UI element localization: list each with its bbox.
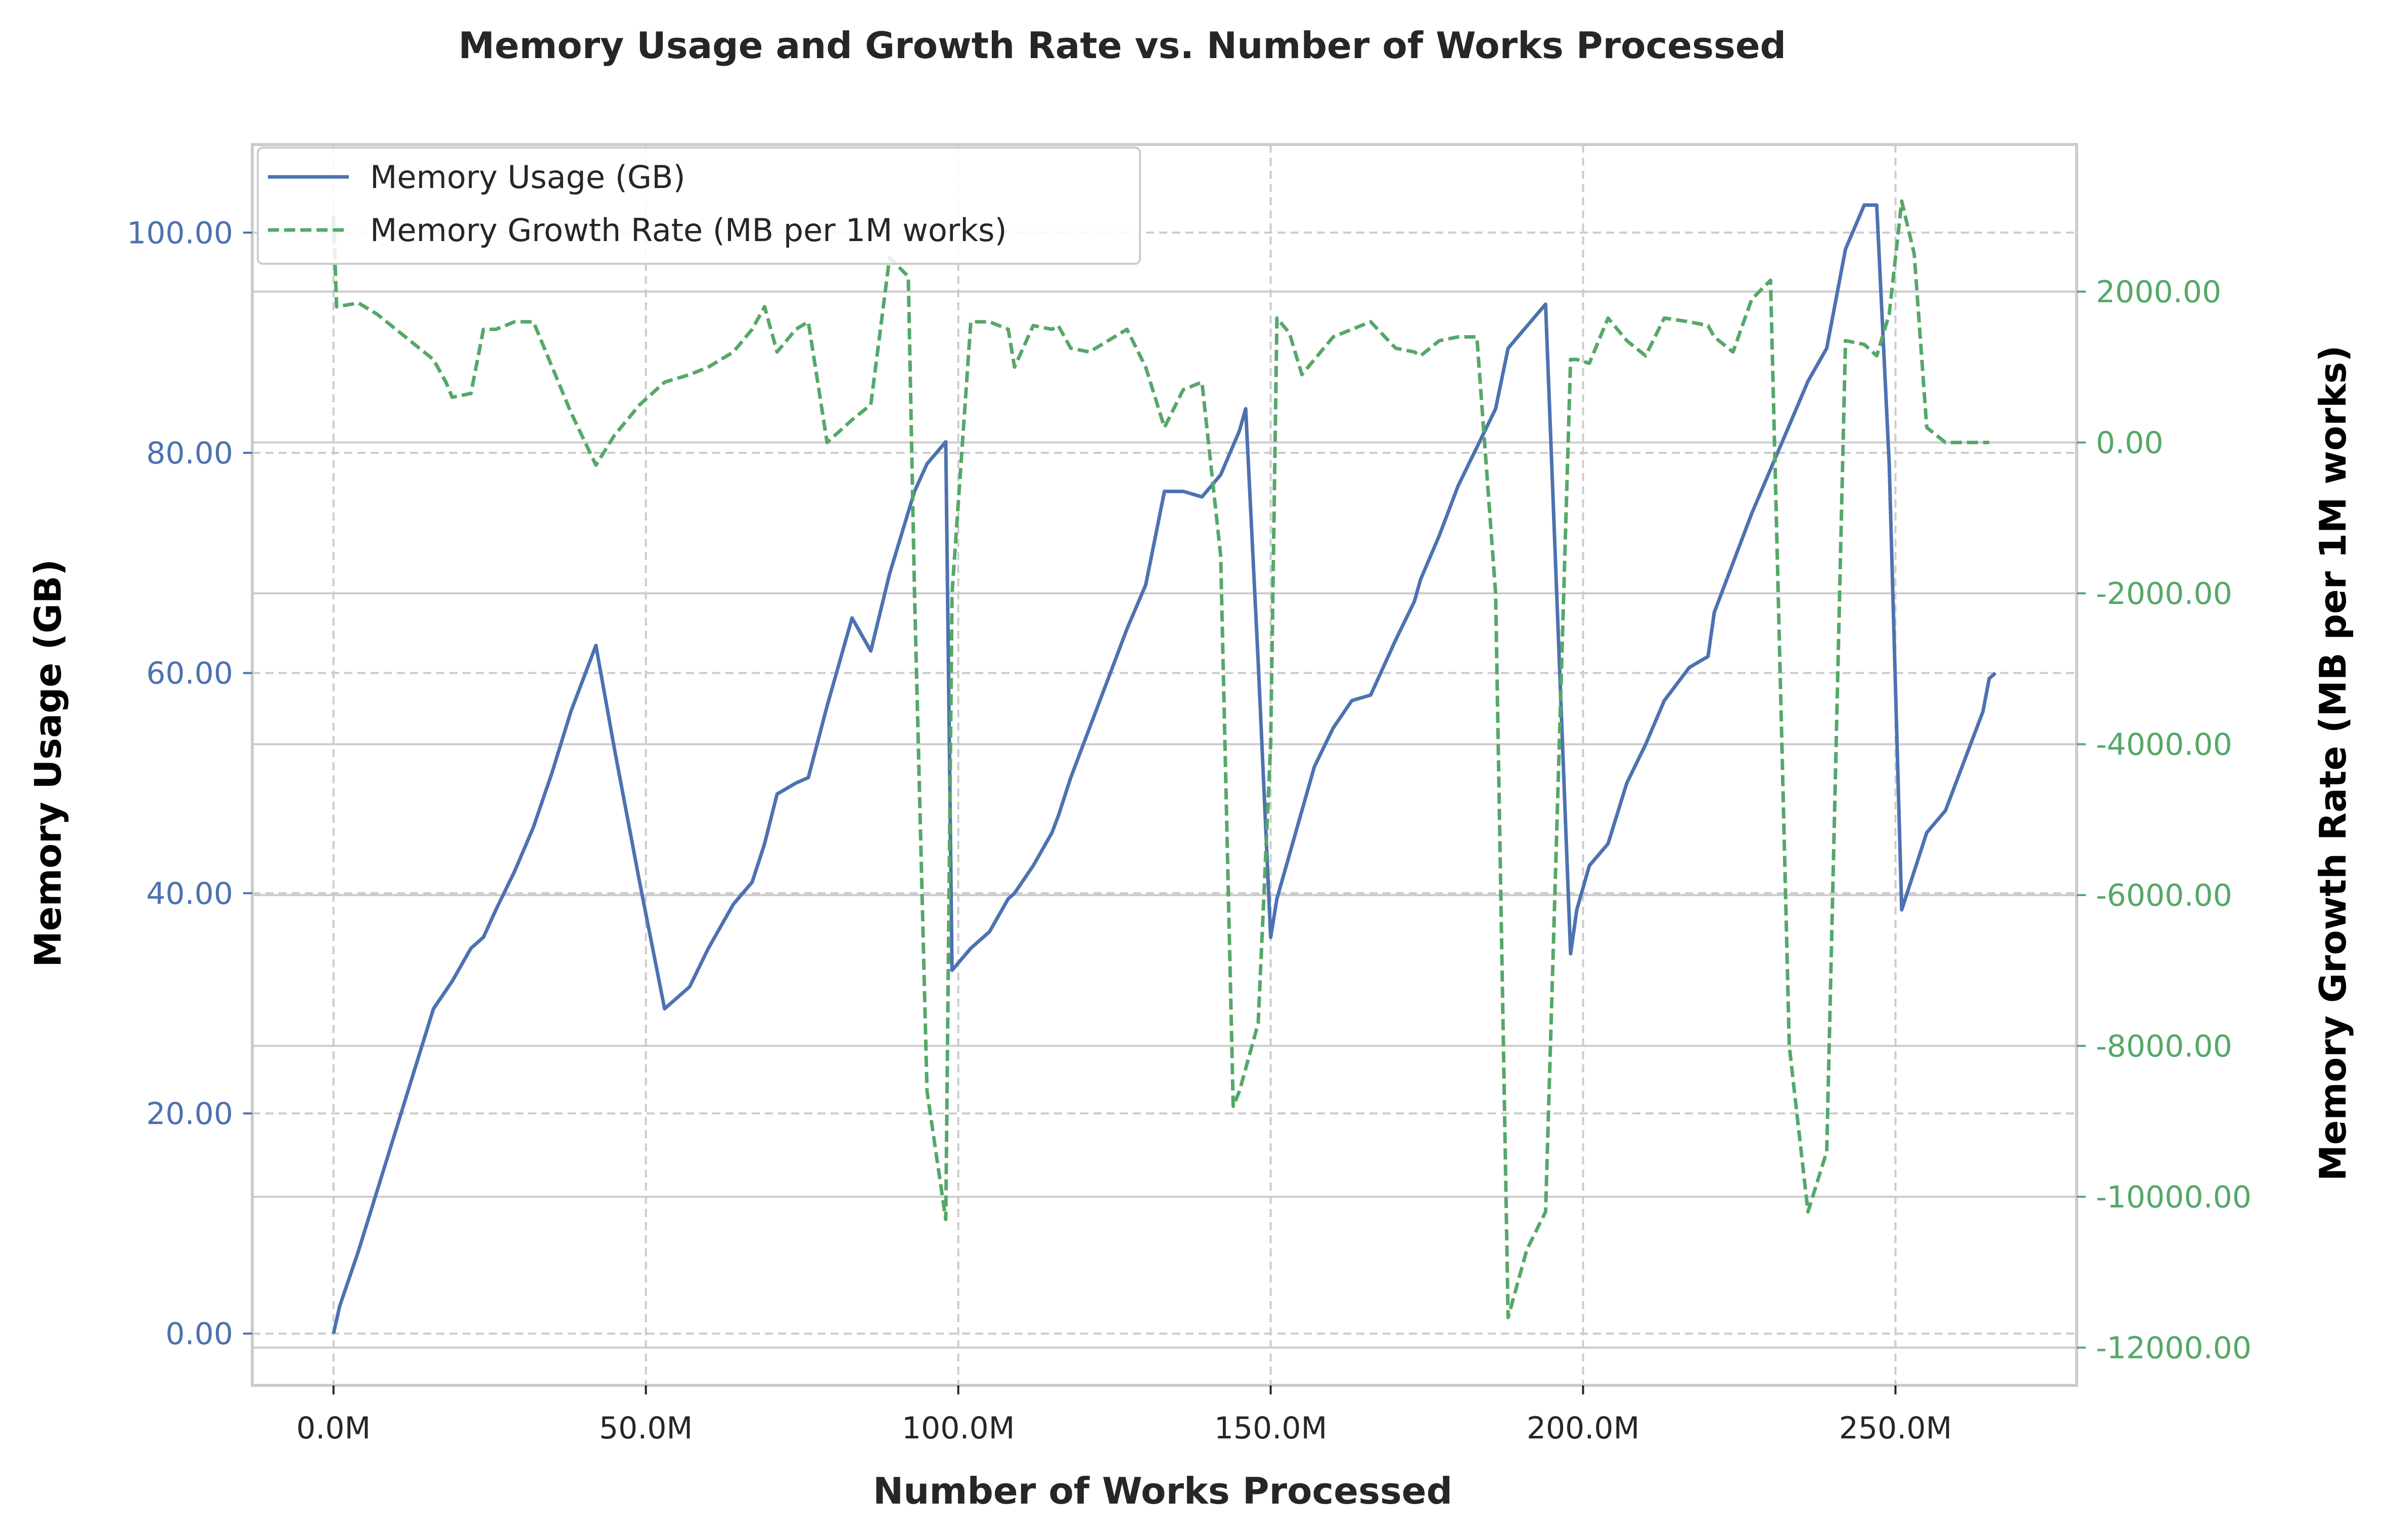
y-left-tick-label-5: 100.00 [127,215,233,251]
y-axis-label-left: Memory Usage (GB) [27,559,69,967]
y-left-tick-label-1: 20.00 [146,1096,233,1132]
y-left-tick-label-3: 60.00 [146,656,233,691]
legend-label-growth: Memory Growth Rate (MB per 1M works) [370,212,1007,249]
series-line-growth-rate [332,199,1989,1320]
y-left-tick-label-4: 80.00 [146,436,233,471]
y-right-tick-label-3: -6000.00 [2096,878,2232,913]
x-tick-label-0: 0.0M [296,1411,371,1446]
series-line-memory-usage [332,203,1997,1334]
x-axis-label: Number of Works Processed [873,1470,1452,1512]
ticks-layer: 0.0M 50.0M 100.0M 150.0M 200.0M 250.0M 0.00 20.… [127,215,2252,1446]
grid-layer [252,145,2077,1385]
x-tick-label-3: 150.0M [1214,1411,1327,1446]
y-left-tick-label-0: 0.00 [165,1317,233,1352]
legend: Memory Usage (GB) Memory Growth Rate (MB… [257,147,1141,265]
plot-area-frame [251,143,2078,1387]
y-right-tick-label-1: -10000.00 [2096,1180,2252,1215]
y-right-tick-label-4: -4000.00 [2096,727,2232,762]
y-right-tick-label-5: -2000.00 [2096,576,2232,612]
legend-label-memory: Memory Usage (GB) [370,159,685,196]
y-right-tick-label-2: -8000.00 [2096,1029,2232,1064]
y-right-tick-label-7: 2000.00 [2096,274,2221,310]
x-tick-label-1: 50.0M [599,1411,693,1446]
series-layer [332,199,1997,1334]
x-tick-label-2: 100.0M [902,1411,1015,1446]
y-axis-label-right: Memory Growth Rate (MB per 1M works) [2312,345,2354,1181]
y-right-tick-label-6: 0.00 [2096,425,2164,460]
legend-box [257,147,1141,265]
y-left-tick-label-2: 40.00 [146,876,233,911]
x-tick-label-4: 200.0M [1527,1411,1640,1446]
chart-title: Memory Usage and Growth Rate vs. Number … [459,24,1786,67]
x-tick-label-5: 250.0M [1839,1411,1952,1446]
y-right-tick-label-0: -12000.00 [2096,1330,2252,1366]
